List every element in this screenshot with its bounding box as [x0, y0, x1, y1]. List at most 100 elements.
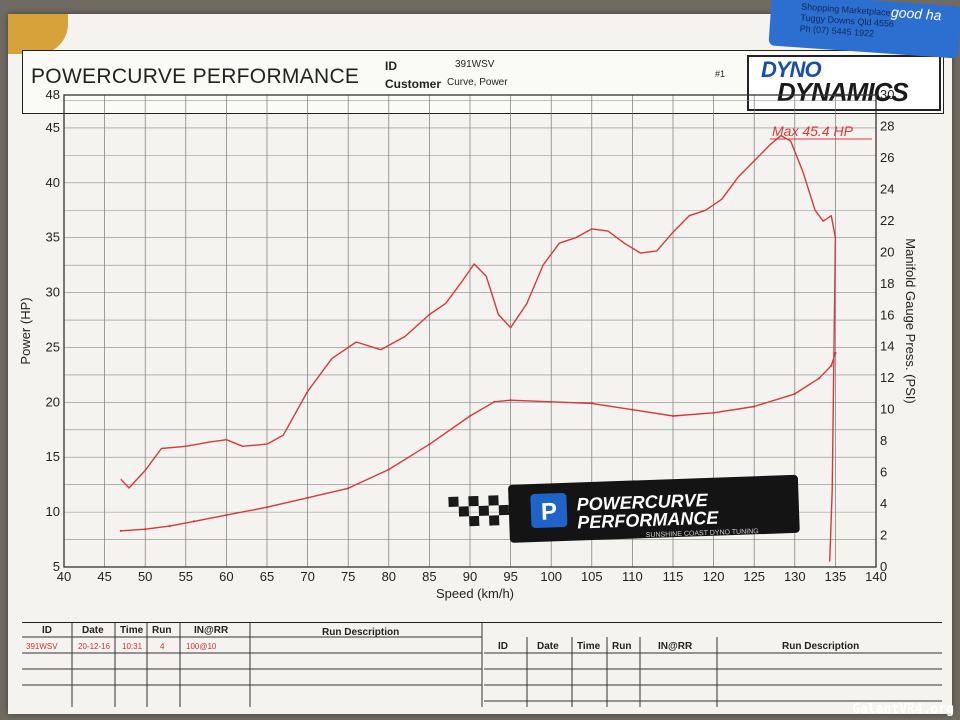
x-tick-label: 90	[463, 569, 477, 584]
cell-time: 10:31	[122, 642, 143, 651]
customer-label: Customer	[385, 77, 442, 91]
x-tick-label: 75	[341, 569, 355, 584]
x-tick-label: 80	[382, 569, 396, 584]
sheet-number: #1	[715, 69, 726, 79]
run-table-grid	[22, 623, 942, 707]
pressure-point	[347, 487, 350, 490]
col-date-right: Date	[537, 641, 559, 652]
col-id: ID	[42, 625, 52, 636]
watermark: GalantVR4.org	[852, 702, 954, 717]
y2-tick-label: 10	[880, 402, 894, 417]
cell-date: 20-12-16	[78, 642, 111, 651]
x-tick-label: 85	[422, 569, 436, 584]
y-tick-label: 15	[46, 449, 60, 464]
y-tick-label: 40	[46, 175, 60, 190]
y-tick-label: 35	[46, 230, 60, 245]
pressure-point	[818, 377, 821, 380]
x-tick-label: 55	[179, 569, 193, 584]
x-tick-label: 95	[503, 569, 517, 584]
pressure-point	[306, 496, 309, 499]
id-label: ID	[385, 59, 397, 73]
col-time-right: Time	[577, 641, 601, 652]
dyno-dynamics-logo: DYNO DYNAMICS	[747, 55, 941, 111]
pressure-point	[631, 408, 634, 411]
y2-tick-label: 0	[880, 559, 887, 574]
cell-inrr: 100@10	[186, 642, 217, 651]
chart-axes	[63, 94, 877, 568]
col-run-right: Run	[612, 641, 632, 652]
y2-tick-label: 2	[880, 528, 887, 543]
col-inrr: IN@RR	[194, 625, 229, 636]
pressure-point	[509, 399, 512, 402]
power-curve-line	[120, 134, 837, 562]
x-tick-label: 125	[743, 569, 765, 584]
y-tick-label: 30	[46, 285, 60, 300]
x-tick-label: 115	[663, 569, 684, 584]
pressure-point	[550, 400, 553, 403]
x-tick-label: 65	[260, 569, 274, 584]
x-tick-label: 135	[825, 569, 847, 584]
chart-grid	[63, 95, 877, 568]
pressure-point	[428, 443, 431, 446]
pressure-point	[493, 400, 496, 403]
x-tick-label: 70	[300, 569, 314, 584]
y2-tick-label: 12	[880, 370, 894, 385]
logo-top: DYNO	[761, 57, 822, 82]
x-tick-label: 120	[703, 569, 725, 584]
svg-text:P: P	[540, 498, 557, 526]
y-tick-label: 25	[46, 339, 60, 354]
x-axis-label: Speed (km/h)	[436, 586, 514, 601]
run-table: ID Date Time Run IN@RR Run Description 3…	[22, 622, 942, 707]
col-inrr-right: IN@RR	[658, 641, 693, 652]
pressure-point	[468, 414, 472, 418]
x-tick-label: 140	[865, 569, 887, 584]
y-tick-label: 45	[46, 120, 60, 135]
y2-tick-label: 30	[880, 87, 894, 102]
cell-run: 4	[160, 642, 165, 651]
y-tick-label: 48	[46, 87, 60, 102]
y-axis-label: Power (HP)	[18, 297, 33, 364]
col-run-description: Run Description	[322, 627, 400, 638]
sheet-title: POWERCURVE PERFORMANCE	[31, 65, 360, 88]
logo-bottom: DYNAMICS	[777, 77, 909, 107]
pressure-point	[144, 528, 147, 531]
pressure-point	[671, 414, 675, 418]
col-date: Date	[82, 625, 104, 636]
pressure-point	[192, 520, 196, 523]
y2-tick-label: 22	[880, 213, 894, 228]
x-tick-label: 105	[581, 569, 603, 584]
sheet-header: POWERCURVE PERFORMANCE ID 391WSV Custome…	[22, 50, 944, 114]
pressure-point	[590, 402, 593, 405]
overlay-logo-tagline: SUNSHINE COAST DYNO TUNING	[646, 528, 759, 539]
y-tick-label: 10	[46, 504, 60, 519]
x-tick-label: 45	[97, 569, 111, 584]
col-run-description-right: Run Description	[782, 641, 860, 652]
x-tick-label: 60	[219, 569, 233, 584]
max-power-annotation: Max 45.4 HP	[772, 123, 854, 139]
col-id-right: ID	[498, 641, 508, 652]
pressure-point	[119, 529, 122, 532]
pressure-point	[753, 405, 756, 408]
y2-tick-label: 6	[880, 465, 887, 480]
pressure-point	[225, 513, 228, 517]
y-tick-label: 20	[46, 394, 60, 409]
y2-tick-label: 14	[880, 339, 894, 354]
pressure-point	[265, 506, 269, 509]
x-tick-label: 110	[622, 569, 643, 584]
pressure-point	[387, 468, 390, 471]
chart-series	[119, 134, 837, 562]
y2-tick-label: 28	[880, 118, 894, 133]
y2-tick-label: 4	[880, 496, 887, 511]
pressure-point	[168, 524, 171, 528]
plot-frame	[63, 94, 877, 568]
y2-tick-label: 24	[880, 181, 894, 196]
y2-tick-label: 8	[880, 433, 887, 448]
y2-axis-label: Manifold Gauge Press. (PSI)	[903, 238, 918, 403]
chart-labels: 40 45 50 55 60 65 70 75 80 85 90 95 100 105 110 115 120 1…	[18, 87, 918, 601]
powercurve-overlay-logo: P POWERCURVE PERFORMANCE SUNSHINE COAST …	[448, 474, 800, 543]
y2-tick-label: 26	[880, 150, 894, 165]
y2-tick-label: 18	[880, 276, 894, 291]
x-tick-label: 100	[540, 569, 562, 584]
y2-tick-label: 16	[880, 307, 894, 322]
